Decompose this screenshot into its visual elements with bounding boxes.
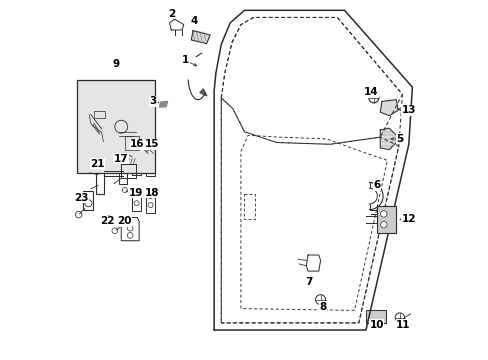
Text: 3: 3 xyxy=(149,96,157,107)
Text: 22: 22 xyxy=(100,216,114,226)
Bar xyxy=(124,136,139,150)
Polygon shape xyxy=(200,89,206,96)
Text: 19: 19 xyxy=(128,188,143,198)
Text: 10: 10 xyxy=(368,320,383,330)
Text: 17: 17 xyxy=(114,154,128,163)
Circle shape xyxy=(380,221,386,228)
Bar xyxy=(365,310,385,323)
Text: 21: 21 xyxy=(90,159,104,169)
Bar xyxy=(77,80,155,173)
Text: 12: 12 xyxy=(401,214,415,224)
Circle shape xyxy=(380,211,386,217)
Polygon shape xyxy=(380,128,395,150)
Text: 23: 23 xyxy=(74,193,88,203)
Text: 18: 18 xyxy=(144,188,159,198)
Polygon shape xyxy=(191,31,210,44)
Text: 13: 13 xyxy=(401,105,415,115)
Text: 16: 16 xyxy=(130,139,144,149)
Text: 4: 4 xyxy=(190,16,198,26)
Text: 2: 2 xyxy=(167,9,175,19)
Text: 8: 8 xyxy=(319,302,326,312)
Bar xyxy=(95,166,104,194)
Bar xyxy=(376,206,395,233)
Bar xyxy=(146,195,155,213)
Bar xyxy=(83,191,93,210)
Text: 5: 5 xyxy=(395,134,403,144)
Text: 9: 9 xyxy=(112,59,119,69)
Text: 14: 14 xyxy=(363,87,378,98)
Text: 7: 7 xyxy=(305,277,312,287)
Text: 20: 20 xyxy=(117,216,131,226)
Bar xyxy=(132,193,141,211)
Text: 11: 11 xyxy=(395,320,410,330)
Bar xyxy=(132,155,141,175)
Text: 6: 6 xyxy=(372,180,380,190)
Polygon shape xyxy=(380,100,397,116)
Bar xyxy=(119,166,127,184)
Bar xyxy=(146,157,155,176)
Polygon shape xyxy=(159,102,167,107)
Text: 1: 1 xyxy=(182,55,189,65)
Text: 15: 15 xyxy=(144,139,159,149)
